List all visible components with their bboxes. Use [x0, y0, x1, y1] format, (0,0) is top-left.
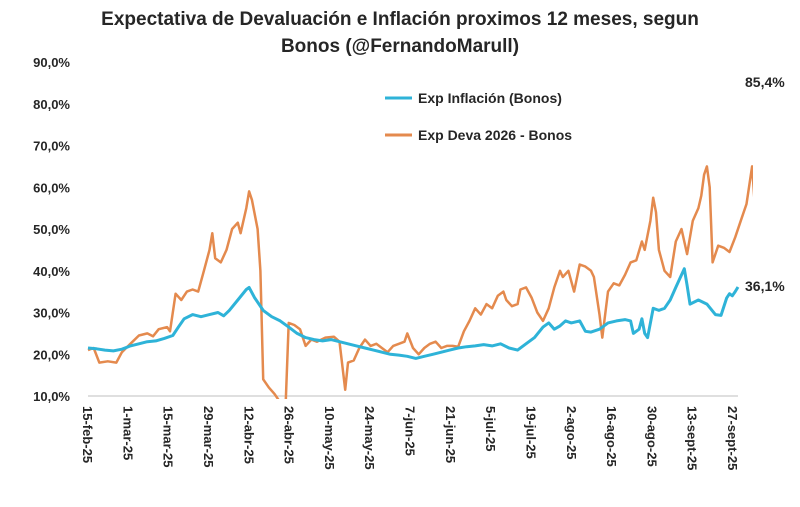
- x-tick-label: 27-sept-25: [725, 406, 740, 470]
- x-tick-label: 16-ago-25: [604, 406, 619, 467]
- legend-label-deva: Exp Deva 2026 - Bonos: [418, 127, 572, 143]
- x-tick-label: 1-mar-25: [120, 406, 135, 460]
- x-tick-label: 5-jul-25: [483, 406, 498, 452]
- end-label-deva: 85,4%: [745, 74, 785, 90]
- series-layer: [87, 165, 753, 399]
- y-tick-label: 90,0%: [33, 55, 70, 70]
- end-label-inflacion: 36,1%: [745, 278, 785, 294]
- chart-title: Expectativa de Devaluación e Inflación p…: [0, 6, 800, 60]
- y-tick-label: 70,0%: [33, 139, 70, 154]
- x-tick-label: 2-ago-25: [564, 406, 579, 459]
- x-tick-label: 10-may-25: [322, 406, 337, 470]
- x-tick-label: 12-abr-25: [241, 406, 256, 464]
- y-tick-label: 60,0%: [33, 180, 70, 195]
- y-tick-label: 40,0%: [33, 264, 70, 279]
- x-tick-label: 29-mar-25: [201, 406, 216, 467]
- x-axis: 15-feb-25 1-mar-25 15-mar-25 29-mar-25 12-ab…: [80, 406, 740, 470]
- y-axis: 10,0% 20,0% 30,0% 40,0% 50,0% 60,0% 70,0% 80,0%…: [33, 55, 70, 404]
- legend: Exp Inflación (Bonos) Exp Deva 2026 - Bo…: [385, 90, 572, 143]
- x-tick-label: 19-jul-25: [523, 406, 538, 459]
- x-tick-label: 15-feb-25: [80, 406, 95, 463]
- x-tick-label: 30-ago-25: [644, 406, 659, 467]
- chart-title-line-2: Bonos (@FernandoMarull): [280, 36, 520, 57]
- x-tick-label: 24-may-25: [362, 406, 377, 470]
- y-tick-label: 50,0%: [33, 222, 70, 237]
- legend-label-inflacion: Exp Inflación (Bonos): [418, 90, 562, 106]
- y-tick-label: 10,0%: [33, 389, 70, 404]
- x-tick-label: 7-jun-25: [403, 406, 418, 456]
- x-tick-label: 21-jun-25: [443, 406, 458, 463]
- x-tick-label: 15-mar-25: [161, 406, 176, 467]
- x-tick-label: 13-sept-25: [685, 406, 700, 470]
- series-line-inflacion: [87, 267, 740, 360]
- y-tick-label: 20,0%: [33, 347, 70, 362]
- chart-title-line-1: Expectativa de Devaluación e Inflación p…: [101, 9, 699, 30]
- x-tick-label: 26-abr-25: [282, 406, 297, 464]
- y-tick-label: 80,0%: [33, 97, 70, 112]
- y-tick-label: 30,0%: [33, 306, 70, 321]
